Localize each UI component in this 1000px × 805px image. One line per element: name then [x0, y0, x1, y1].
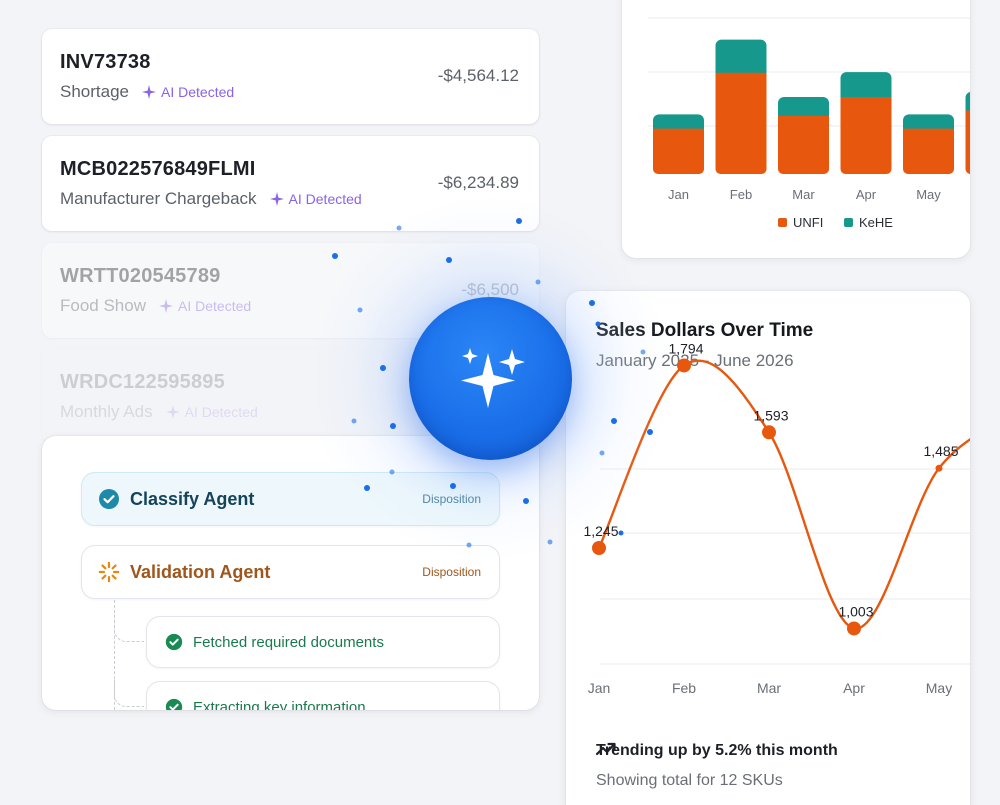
- disposition-tag: Disposition: [422, 565, 481, 579]
- bar-segment-unfi: [715, 72, 767, 174]
- check-circle-icon: [165, 698, 183, 710]
- data-point: [847, 621, 861, 636]
- bar-segment-unfi: [778, 115, 829, 174]
- line-chart-card: Sales Dollars Over Time January 2025 - J…: [566, 291, 970, 805]
- x-tick-label: Apr: [843, 680, 865, 696]
- invoice-card[interactable]: INV73738 Shortage AI Detected -$4,564.12: [42, 29, 539, 124]
- bar-segment-unfi: [653, 128, 704, 174]
- check-circle-icon: [99, 489, 119, 509]
- legend-label: KeHE: [859, 215, 893, 230]
- step-label: Fetched required documents: [193, 633, 384, 651]
- bar-segment-joint: [715, 72, 767, 79]
- disposition-tag: Disposition: [422, 492, 481, 506]
- sparkle-icon: [159, 299, 173, 313]
- data-point: [677, 358, 691, 373]
- ai-detected-badge: AI Detected: [158, 298, 251, 314]
- trending-up-icon: [596, 742, 616, 756]
- sparkle-icon: [165, 405, 180, 419]
- tree-branch: [114, 677, 144, 707]
- bar-segment-joint: [778, 115, 829, 122]
- sparkle-icon: [269, 192, 284, 206]
- invoice-id: WRTT020545789: [60, 265, 221, 287]
- invoice-id: INV73738: [60, 51, 151, 73]
- tree-connector: [114, 600, 115, 710]
- trend-text: Trending up by 5.2% this month: [596, 742, 838, 759]
- ai-detected-badge: AI Detected: [141, 84, 234, 100]
- bar-segment-joint: [965, 110, 970, 117]
- sparkles-icon: [461, 348, 525, 408]
- bar-segment-joint: [653, 128, 704, 135]
- data-point: [762, 425, 776, 440]
- legend-swatch: [844, 218, 853, 227]
- x-tick-label: Mar: [757, 680, 781, 696]
- data-label: 1,593: [753, 407, 788, 423]
- step-row: Extracting key information: [146, 681, 500, 710]
- bar-segment-unfi: [903, 128, 954, 174]
- sparkle-icon: [142, 85, 156, 99]
- x-tick-label: May: [926, 680, 952, 696]
- x-tick-label: Feb: [672, 680, 696, 696]
- data-label: 1,245: [583, 523, 618, 539]
- check-circle-icon: [165, 633, 183, 651]
- bar-segment-joint: [840, 96, 892, 103]
- data-point: [935, 464, 943, 472]
- legend-swatch: [778, 218, 787, 227]
- x-tick-label: Apr: [856, 187, 877, 202]
- x-tick-label: Mar: [792, 187, 815, 202]
- bar-chart: JanFebMarAprMayJunUNFIKeHE: [648, 17, 970, 230]
- data-label: 1,485: [923, 443, 958, 459]
- invoice-reason-row: Shortage AI Detected: [60, 82, 234, 102]
- invoice-reason-row: Food Show AI Detected: [60, 296, 251, 316]
- invoice-reason: Food Show: [60, 296, 146, 315]
- bar-segment-joint: [903, 128, 954, 135]
- invoice-id: MCB022576849FLMI: [60, 158, 256, 180]
- bar-segment-unfi: [840, 96, 892, 174]
- invoice-id: WRDC122595895: [60, 371, 225, 393]
- ai-detected-label: AI Detected: [178, 298, 252, 314]
- agent-panel: Classify Agent Disposition Validation Ag…: [42, 436, 539, 710]
- chart-footer: Showing total for 12 SKUs: [596, 772, 783, 789]
- ai-detected-label: AI Detected: [184, 404, 258, 420]
- ai-detected-label: AI Detected: [288, 191, 362, 207]
- invoice-reason-row: Monthly Ads AI Detected: [60, 402, 258, 422]
- invoice-reason-row: Manufacturer Chargeback AI Detected: [60, 189, 362, 209]
- data-point: [592, 541, 606, 555]
- x-tick-label: Jan: [588, 680, 611, 696]
- x-tick-label: Jan: [668, 187, 689, 202]
- ai-detected-badge: AI Detected: [269, 191, 362, 207]
- legend-label: UNFI: [793, 215, 823, 230]
- x-tick-label: May: [916, 187, 941, 202]
- data-label: 1,794: [668, 340, 703, 356]
- line-chart: 1,245 1,794 1,593 1,003 1,485 Jan Feb Mar Apr May…: [583, 340, 970, 696]
- ai-detected-badge: AI Detected: [165, 404, 258, 420]
- agent-label: Validation Agent: [130, 561, 271, 582]
- ai-assistant-button[interactable]: [409, 297, 572, 460]
- step-row: Fetched required documents: [146, 616, 500, 668]
- agent-label: Classify Agent: [130, 488, 255, 509]
- invoice-amount: -$4,564.12: [437, 66, 519, 85]
- classify-agent-row[interactable]: Classify Agent Disposition: [81, 472, 500, 526]
- invoice-amount: -$6,234.89: [437, 173, 519, 192]
- series-line: [597, 359, 970, 630]
- tree-branch: [114, 612, 144, 642]
- invoice-reason: Shortage: [60, 82, 129, 101]
- step-label: Extracting key information: [193, 698, 366, 711]
- data-label: 1,003: [838, 603, 873, 619]
- invoice-reason: Manufacturer Chargeback: [60, 189, 257, 208]
- invoice-card[interactable]: MCB022576849FLMI Manufacturer Chargeback…: [42, 136, 539, 231]
- loading-spinner-icon: [98, 561, 120, 583]
- bar-chart-card: JanFebMarAprMayJunUNFIKeHE: [622, 0, 970, 258]
- x-tick-label: Feb: [730, 187, 752, 202]
- invoice-reason: Monthly Ads: [60, 402, 153, 421]
- bar-segment-unfi: [965, 110, 970, 174]
- trend-row: Trending up by 5.2% this month: [596, 742, 838, 760]
- ai-detected-label: AI Detected: [161, 84, 235, 100]
- validation-agent-row[interactable]: Validation Agent Disposition: [81, 545, 500, 599]
